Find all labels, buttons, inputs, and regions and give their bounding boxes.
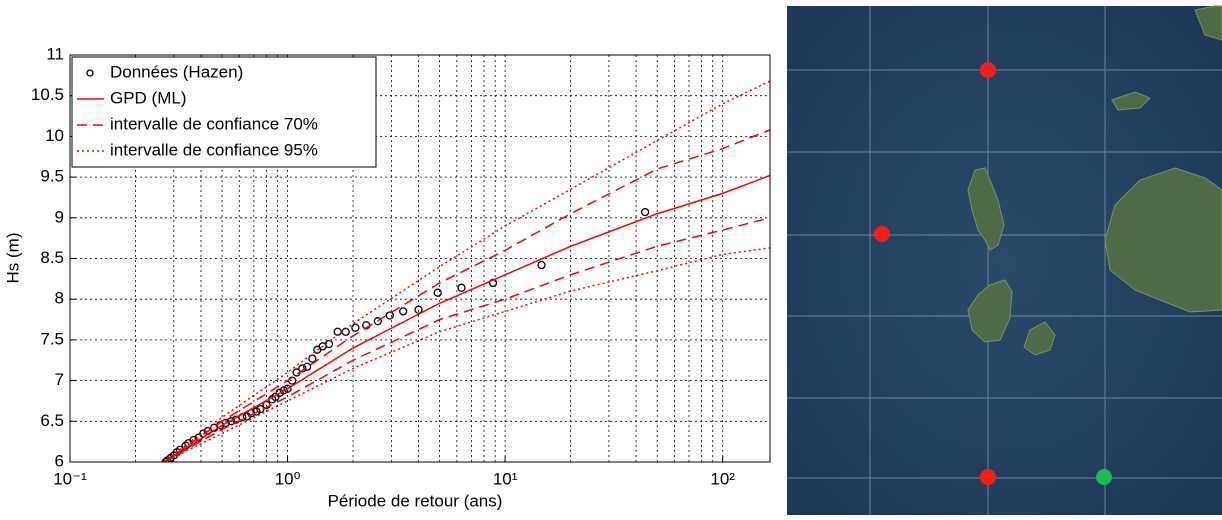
y-tick-label: 9.5 [40, 167, 64, 186]
y-tick-label: 8 [55, 289, 64, 308]
y-tick-label: 7.5 [40, 329, 64, 348]
x-tick-label: 10¹ [493, 469, 518, 488]
legend-label: Données (Hazen) [110, 62, 243, 81]
legend-label: intervalle de confiance 70% [110, 114, 318, 133]
y-tick-label: 8.5 [40, 248, 64, 267]
x-tick-label: 10⁰ [275, 469, 301, 488]
station-marker [874, 226, 890, 242]
legend-label: GPD (ML) [110, 88, 187, 107]
station-marker [1096, 469, 1112, 485]
y-tick-label: 10 [45, 126, 64, 145]
y-tick-label: 7 [55, 370, 64, 389]
station-marker [980, 62, 996, 78]
legend: Données (Hazen) GPD (ML) intervalle de con… [72, 57, 376, 167]
y-tick-label: 6.5 [40, 411, 64, 430]
y-tick-label: 11 [46, 44, 64, 63]
x-tick-label: 10⁻¹ [53, 469, 87, 488]
x-tick-label: 10² [710, 469, 735, 488]
y-tick-label: 6 [55, 451, 64, 470]
x-axis-label: Période de retour (ans) [328, 491, 503, 510]
y-tick-label: 10.5 [31, 85, 64, 104]
figure: Période de retour (ans) Hs (m) 10⁻¹ 10⁰ 10… [0, 0, 1222, 515]
y-axis-label: Hs (m) [3, 233, 22, 284]
page: {"chart_data": { "type": "line", "x_labe… [0, 0, 1222, 515]
legend-label: intervalle de confiance 95% [110, 140, 318, 159]
y-tick-label: 9 [55, 207, 64, 226]
station-marker [980, 469, 996, 485]
satellite-map [787, 6, 1222, 515]
